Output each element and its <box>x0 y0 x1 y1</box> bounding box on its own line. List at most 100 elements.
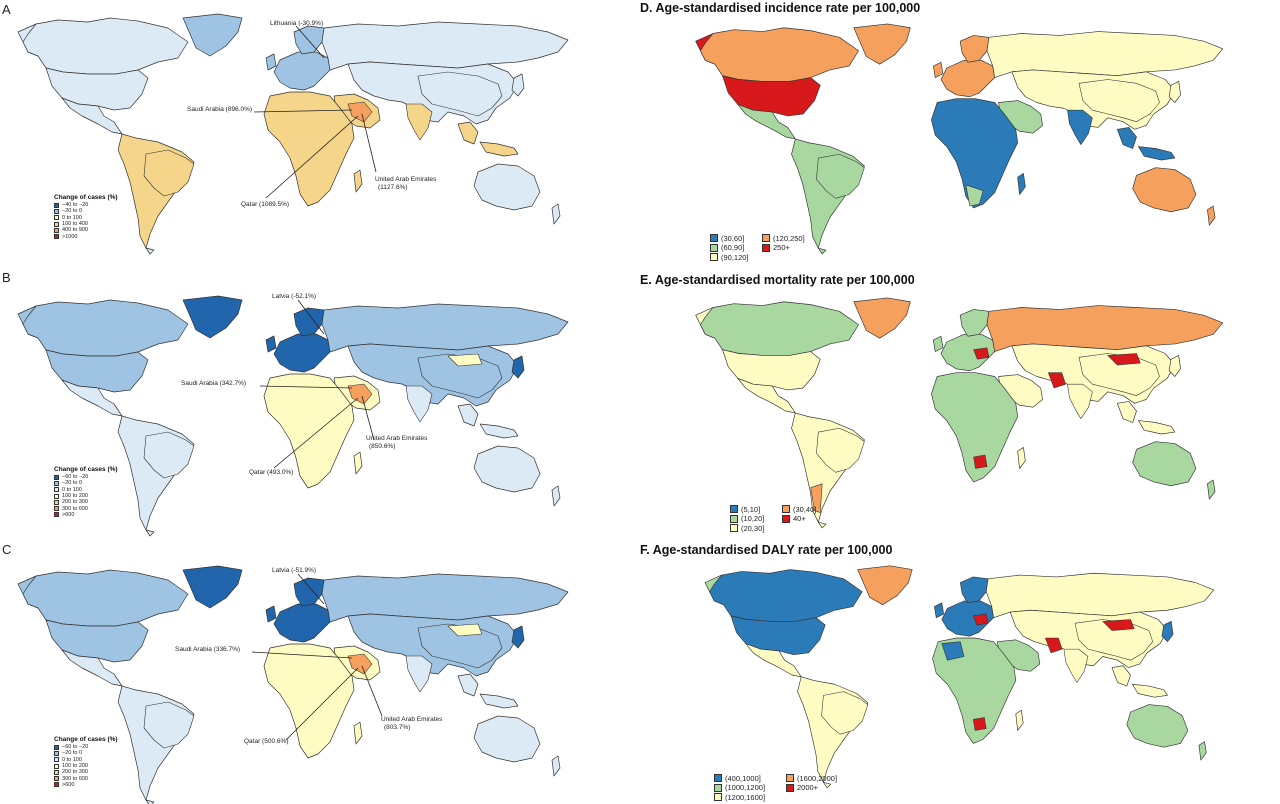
legend-swatch <box>782 514 790 523</box>
annotation-uae-value: (850.6%) <box>369 443 396 450</box>
legend-swatch <box>762 234 770 243</box>
panel-b: B Latvia (-52.1%) Saudi Arabia (342.7%) … <box>0 268 620 537</box>
legend-item: −20 to 0 <box>54 480 88 486</box>
legend-item: (1200,1600] <box>714 793 786 802</box>
legend: (400,1000] (1600,2000] (1000,1200] 2000+… <box>714 774 866 802</box>
legend-item: (120,250] <box>762 234 832 243</box>
legend-item: 40+ <box>782 514 852 523</box>
legend-swatch <box>786 774 794 783</box>
panel-title: E. Age-standardised mortality rate per 1… <box>640 273 915 287</box>
legend-swatch <box>54 757 59 763</box>
world-map <box>17 295 569 537</box>
panel-letter: A <box>2 2 11 17</box>
legend-item: (30,60] <box>710 234 762 243</box>
world-map <box>704 565 1215 789</box>
legend-item: 100 to 200 <box>54 763 88 769</box>
world-map <box>17 565 569 804</box>
legend-swatch <box>54 221 59 227</box>
legend-item: 200 to 300 <box>54 499 88 505</box>
legend-item: 400 to 900 <box>54 227 88 233</box>
legend-item: (10,20] <box>730 514 782 523</box>
annotation-uae-name: United Arab Emirates <box>381 716 443 723</box>
annotation-saudi-arabia: Saudi Arabia (336.7%) <box>175 646 241 653</box>
legend-item: −20 to 0 <box>54 208 88 214</box>
legend-swatch <box>54 208 59 214</box>
legend-swatch <box>54 474 59 480</box>
legend-item: 2000+ <box>786 783 866 792</box>
legend-item: (5,10] <box>730 505 782 514</box>
legend-swatch <box>762 243 770 252</box>
annotation-lithuania: Lithuania (-30.9%) <box>270 20 324 27</box>
legend: −40 to −20 −20 to 0 0 to 100 100 to 400 … <box>54 202 88 240</box>
legend-swatch <box>714 793 722 802</box>
panel-d: D. Age-standardised incidence rate per 1… <box>640 0 1280 265</box>
legend-swatch <box>54 744 59 750</box>
annotation-uae-value: (803.7%) <box>384 724 411 731</box>
legend-swatch <box>786 783 794 792</box>
legend: −60 to −20 −20 to 0 0 to 100 100 to 200 … <box>54 474 88 518</box>
legend-item: −60 to −20 <box>54 744 88 750</box>
legend-item: (1000,1200] <box>714 783 786 792</box>
legend-item: −20 to 0 <box>54 750 88 756</box>
annotation-qatar: Qatar (1089.5%) <box>241 201 290 208</box>
annotation-latvia: Latvia (-51.9%) <box>272 567 317 574</box>
legend-item: 100 to 400 <box>54 221 88 227</box>
legend-item: (60,90] <box>710 243 762 252</box>
legend-swatch <box>714 783 722 792</box>
panel-title: F. Age-standardised DALY rate per 100,00… <box>640 543 893 557</box>
legend-item: (30,40] <box>782 505 852 514</box>
legend-swatch <box>782 505 790 514</box>
legend-swatch <box>54 782 59 788</box>
annotation-uae-name: United Arab Emirates <box>366 435 428 442</box>
legend-swatch <box>54 769 59 775</box>
panel-letter: B <box>2 270 11 285</box>
legend-item: 0 to 100 <box>54 215 88 221</box>
legend: −60 to −20 −20 to 0 0 to 100 100 to 200 … <box>54 744 88 788</box>
legend-swatch <box>54 750 59 756</box>
legend-title: Change of cases (%) <box>54 194 118 201</box>
legend-swatch <box>54 763 59 769</box>
legend: (30,60] (120,250] (60,90] 250+ (90,120] <box>710 234 832 262</box>
legend-item: 300 to 600 <box>54 505 88 512</box>
legend-swatch <box>730 524 738 533</box>
annotation-saudi-arabia: Saudi Arabia (342.7%) <box>181 380 247 387</box>
legend-swatch <box>710 234 718 243</box>
world-map <box>695 297 1224 529</box>
legend-swatch <box>54 202 59 208</box>
legend-item: (90,120] <box>710 253 762 262</box>
legend-swatch <box>54 493 59 499</box>
legend-swatch <box>54 234 59 240</box>
legend-item: −60 to −20 <box>54 474 88 480</box>
legend-swatch <box>730 514 738 523</box>
legend-item: >600 <box>54 512 88 518</box>
legend-swatch <box>54 227 59 233</box>
legend-swatch <box>54 487 59 493</box>
legend-item: (400,1000] <box>714 774 786 783</box>
legend-swatch <box>714 774 722 783</box>
legend-swatch <box>710 243 718 252</box>
legend-swatch <box>730 505 738 514</box>
annotation-qatar: Qatar (500.6%) <box>244 738 289 745</box>
legend-swatch <box>54 512 59 518</box>
legend: (5,10] (30,40] (10,20] 40+ (20,30] <box>730 505 852 533</box>
legend-item: (20,30] <box>730 524 782 533</box>
legend-item: −40 to −20 <box>54 202 88 208</box>
panel-e: E. Age-standardised mortality rate per 1… <box>640 272 1280 534</box>
panel-title: D. Age-standardised incidence rate per 1… <box>640 1 921 15</box>
legend-swatch <box>54 776 59 782</box>
panel-f: F. Age-standardised DALY rate per 100,00… <box>640 542 1280 803</box>
annotation-uae-value: (1127.6%) <box>378 184 408 191</box>
annotation-saudi-arabia: Saudi Arabia (896.0%) <box>187 106 253 113</box>
panel-a: A Lithuania (-30.9%) Saudi Arabia (896.0… <box>0 0 620 262</box>
legend-swatch <box>710 253 718 262</box>
legend-item: 0 to 100 <box>54 757 88 763</box>
legend-item: 100 to 200 <box>54 493 88 499</box>
legend-item: (1600,2000] <box>786 774 866 783</box>
legend-swatch <box>54 506 59 512</box>
panel-c: C Latvia (-51.9%) Saudi Arabia (336.7%) … <box>0 540 620 804</box>
legend-title: Change of cases (%) <box>54 466 118 473</box>
annotation-uae-name: United Arab Emirates <box>375 176 437 183</box>
world-map <box>695 23 1224 255</box>
legend-swatch <box>54 480 59 486</box>
legend-swatch <box>54 499 59 505</box>
